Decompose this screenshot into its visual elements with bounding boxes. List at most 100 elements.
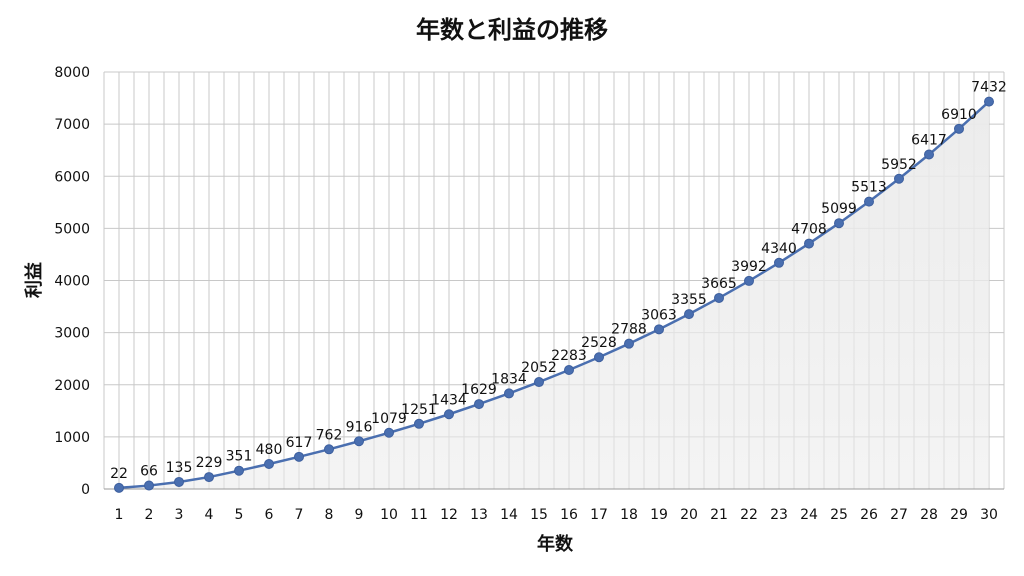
data-label: 7432 [971,80,1007,96]
data-label: 1434 [431,392,467,408]
x-tick-label: 16 [560,507,578,523]
y-tick-label: 1000 [54,430,90,446]
x-tick-label: 30 [980,507,998,523]
data-label: 1251 [401,402,437,418]
data-point [624,338,634,349]
x-tick-label: 24 [800,507,818,523]
x-tick-label: 5 [235,507,244,523]
x-tick-label: 18 [620,507,638,523]
x-tick-label: 17 [590,507,608,523]
x-tick-label: 29 [950,507,968,523]
data-point [144,480,154,491]
x-tick-label: 27 [890,507,908,523]
data-point [894,173,904,184]
data-label: 229 [196,455,223,471]
data-label: 2788 [611,322,647,338]
y-tick-label: 8000 [54,65,90,81]
data-point [924,149,934,160]
data-label: 6417 [911,133,947,149]
data-label: 135 [166,460,193,476]
data-point [354,436,364,447]
data-point [984,96,994,107]
data-label: 4708 [791,222,827,238]
data-point [654,324,664,335]
data-label: 3063 [641,307,677,323]
x-tick-label: 26 [860,507,878,523]
series [114,96,994,493]
data-label: 22 [110,466,128,482]
x-tick-label: 19 [650,507,668,523]
x-tick-label: 8 [325,507,334,523]
data-point [294,451,304,462]
y-tick-label: 3000 [54,326,90,342]
data-point [204,472,214,483]
x-tick-label: 3 [175,507,184,523]
data-label: 480 [256,442,283,458]
data-label: 1629 [461,382,497,398]
data-label: 5513 [851,180,887,196]
y-tick-label: 4000 [54,274,90,290]
data-point [804,238,814,249]
data-point [864,196,874,207]
data-label: 3665 [701,276,737,292]
data-point [744,275,754,286]
y-tick-label: 5000 [54,221,90,237]
x-tick-label: 12 [440,507,458,523]
y-tick-label: 0 [81,482,90,498]
y-tick-label: 7000 [54,117,90,133]
y-axis-title: 利益 [23,262,45,298]
data-point [834,218,844,229]
x-tick-label: 11 [410,507,428,523]
data-label: 3992 [731,259,767,275]
data-point [444,409,454,420]
x-tick-label: 14 [500,507,518,523]
data-label: 66 [140,464,158,480]
data-point [594,352,604,363]
series-line [118,100,990,490]
x-tick-label: 13 [470,507,488,523]
x-tick-label: 9 [355,507,364,523]
data-point [114,482,124,493]
x-tick-label: 7 [295,507,304,523]
data-label: 5952 [881,157,917,173]
x-tick-label: 21 [710,507,728,523]
data-point [714,292,724,303]
x-tick-label: 1 [115,507,124,523]
data-label: 2052 [521,360,557,376]
area-under-line [119,101,989,490]
y-tick-label: 2000 [54,378,90,394]
x-tick-label: 10 [380,507,398,523]
data-point [954,123,964,134]
x-tick-label: 25 [830,507,848,523]
x-tick-label: 23 [770,507,788,523]
data-label: 351 [226,449,253,465]
x-tick-label: 28 [920,507,938,523]
chart-title: 年数と利益の推移 [416,16,608,44]
data-point [534,377,544,388]
data-point [384,427,394,438]
data-label: 916 [346,419,373,435]
x-axis-title: 年数 [537,533,574,555]
data-label: 617 [286,435,313,451]
data-point [324,444,334,455]
data-label: 2283 [551,348,587,364]
data-label: 6910 [941,107,977,123]
data-point [474,399,484,410]
y-tick-label: 6000 [54,169,90,185]
data-point [234,465,244,476]
data-label: 762 [316,427,343,443]
data-labels: 22 66 135 229 351 480 617 762916107912511434162… [110,80,1007,482]
area-fill [119,101,989,490]
data-point [414,418,424,429]
data-label: 1834 [491,371,527,387]
data-label: 3355 [671,292,707,308]
data-label: 1079 [371,411,407,427]
x-tick-label: 2 [145,507,154,523]
x-tick-label: 6 [265,507,274,523]
data-point [264,458,274,469]
x-tick-label: 15 [530,507,548,523]
data-point [774,257,784,268]
data-point [174,476,184,487]
